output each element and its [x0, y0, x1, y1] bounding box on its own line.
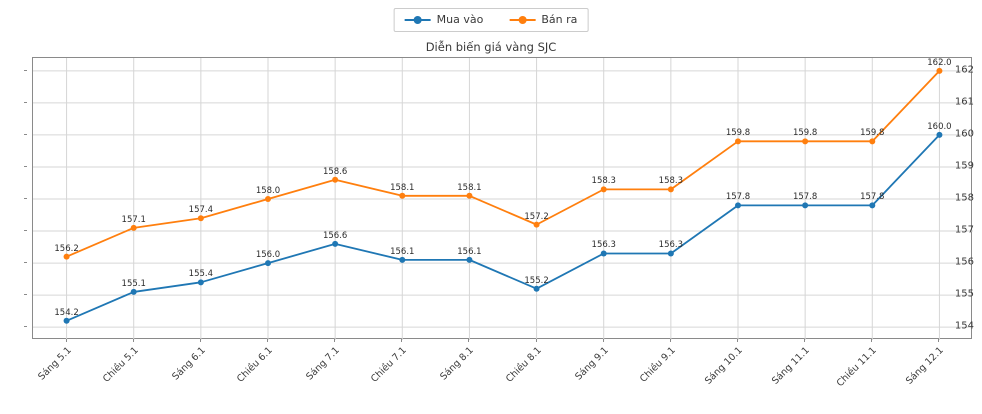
y-tick-mark [24, 69, 27, 71]
data-point-marker[interactable] [197, 215, 204, 222]
y-tick-mark [24, 294, 27, 296]
x-tick-mark [267, 339, 268, 342]
x-tick-mark [871, 339, 873, 342]
y-tick-label: 160 [954, 128, 974, 140]
legend-label: Mua vào [436, 13, 484, 26]
data-point-marker[interactable] [332, 240, 339, 247]
x-tick-label: Sáng 12.1 [904, 345, 947, 387]
x-axis: Sáng 5.1 Chiều 5.1 Sáng 6.1 Chiều 6.1 Sáng 7… [32, 339, 972, 409]
legend-entry-1[interactable]: Mua vào [404, 13, 484, 26]
x-tick-label: Chiều 7.1 [369, 345, 410, 385]
x-tick-label: Sáng 9.1 [572, 345, 611, 383]
y-tick-label: 161 [954, 96, 974, 108]
x-tick-label: Chiều 6.1 [234, 345, 275, 385]
data-point-marker[interactable] [63, 253, 70, 260]
data-point-marker[interactable] [802, 138, 809, 145]
legend-label: Bán ra [541, 13, 578, 26]
x-tick-label: Sáng 6.1 [170, 345, 208, 383]
data-point-marker[interactable] [466, 256, 473, 263]
x-tick-mark [602, 339, 604, 342]
y-tick-mark [24, 262, 27, 264]
y-tick-mark [24, 198, 27, 199]
x-tick-mark [535, 339, 537, 342]
x-tick-label: Sáng 10.1 [703, 345, 745, 387]
data-point-marker[interactable] [600, 186, 607, 193]
x-tick-label: Chiều 8.1 [503, 345, 544, 385]
data-point-marker[interactable] [130, 288, 137, 295]
y-axis [0, 57, 27, 339]
x-tick-mark [737, 339, 738, 342]
y-tick-label: 158 [954, 192, 974, 204]
data-point-marker[interactable] [936, 131, 943, 138]
x-tick-label: Sáng 11.1 [770, 345, 812, 387]
chart-legend: Mua vào Bán ra [393, 8, 589, 32]
x-tick-mark [669, 339, 671, 342]
data-point-marker[interactable] [735, 138, 741, 145]
y-tick-mark [24, 230, 27, 232]
x-tick-mark [938, 339, 940, 342]
y-tick-mark [24, 101, 27, 103]
legend-swatch-icon [509, 15, 536, 25]
data-point-marker[interactable] [197, 279, 204, 286]
y-tick-label: 162 [954, 64, 974, 76]
x-tick-label: Sáng 8.1 [438, 345, 477, 383]
y-tick-label: 154 [954, 320, 974, 332]
data-point-marker[interactable] [63, 317, 70, 324]
data-point-marker[interactable] [399, 256, 406, 263]
data-point-marker[interactable] [332, 176, 339, 183]
data-point-marker[interactable] [130, 224, 137, 231]
data-point-marker[interactable] [735, 202, 741, 209]
data-point-marker[interactable] [936, 67, 943, 74]
y-tick-label: 156 [954, 256, 974, 268]
data-point-marker[interactable] [869, 202, 876, 209]
y-tick-mark [24, 133, 27, 135]
data-point-marker[interactable] [399, 192, 406, 199]
y-tick-label: 157 [954, 224, 974, 236]
data-point-marker[interactable] [667, 186, 674, 193]
data-point-marker[interactable] [802, 202, 809, 209]
data-point-marker[interactable] [533, 285, 540, 292]
legend-entry-2[interactable]: Bán ra [509, 13, 577, 26]
x-tick-label: Chiều 5.1 [100, 345, 141, 385]
legend-swatch-icon [404, 15, 431, 25]
plot-area: 154.2 155.1 155.4 156.0 156.6 156.1 156.1 155.2… [32, 57, 973, 340]
data-point-marker[interactable] [667, 250, 674, 257]
data-point-marker[interactable] [265, 260, 271, 267]
y-tick-label: 155 [954, 288, 974, 300]
data-point-marker[interactable] [600, 250, 607, 257]
chart-title: Diễn biến giá vàng SJC [425, 40, 557, 54]
x-tick-mark [804, 339, 806, 342]
x-tick-label: Chiều 11.1 [834, 345, 880, 390]
series-line-1 [65, 134, 941, 322]
y-tick-mark [24, 165, 27, 167]
data-point-marker[interactable] [869, 138, 876, 145]
x-tick-mark [132, 339, 134, 342]
data-point-marker[interactable] [265, 196, 271, 202]
x-tick-mark [334, 339, 336, 342]
x-tick-mark [401, 339, 403, 342]
x-tick-label: Sáng 7.1 [304, 345, 342, 383]
y-tick-mark [24, 326, 27, 328]
y-tick-label: 159 [954, 160, 974, 172]
x-tick-mark [199, 339, 201, 342]
x-tick-mark [468, 339, 470, 342]
x-tick-label: Chiều 9.1 [637, 345, 678, 385]
data-point-marker[interactable] [533, 221, 540, 228]
x-tick-label: Sáng 5.1 [35, 345, 74, 383]
x-tick-mark [65, 339, 67, 342]
series-lines [63, 67, 943, 324]
series-line-2 [65, 69, 941, 258]
data-point-marker[interactable] [466, 192, 473, 199]
